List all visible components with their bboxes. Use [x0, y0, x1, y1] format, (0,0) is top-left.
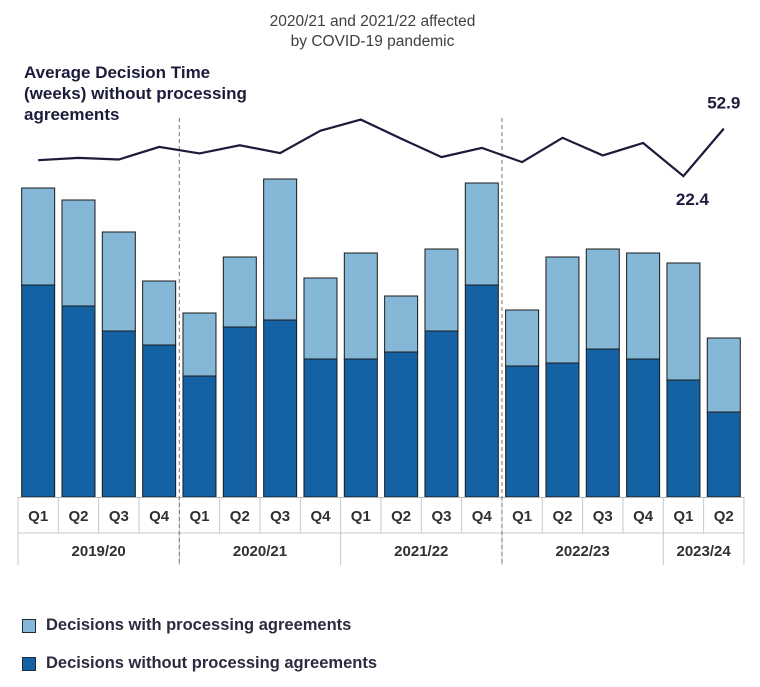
bar-without-agreements: [585, 348, 620, 498]
bar-without-agreements: [424, 330, 459, 498]
x-tick-label: Q1: [512, 508, 532, 525]
bar-without-agreements: [101, 330, 136, 498]
legend-label-without-agreements: Decisions without processing agreements: [46, 654, 377, 672]
line-title-line-2: (weeks) without processing: [24, 84, 247, 103]
bar-without-agreements: [303, 358, 338, 498]
line-title-line-1: Average Decision Time: [24, 63, 211, 82]
bar-without-agreements: [142, 344, 177, 498]
line-data-label: 22.4: [676, 190, 710, 209]
x-tick-label: Q3: [431, 508, 451, 525]
x-tick-label: Q3: [593, 508, 613, 525]
bar-without-agreements: [182, 375, 217, 498]
legend-swatch-without-agreements: [22, 656, 36, 671]
x-tick-label: Q4: [310, 508, 331, 525]
x-tick-label: Q1: [189, 508, 209, 525]
bar-without-agreements: [626, 358, 661, 498]
bar-with-agreements: [21, 187, 56, 286]
bar-with-agreements: [61, 199, 96, 307]
bar-with-agreements: [706, 337, 741, 413]
chart-plot: Q1 Q2 Q3 Q4 Q1 Q2 Q3 Q4 Q1 Q2 Q3 Q4 Q1 Q2 Q3 Q4 Q1 Q2 2019…: [17, 94, 745, 565]
bar-without-agreements: [384, 351, 419, 498]
x-group-label: 2022/23: [556, 543, 610, 560]
bar-with-agreements: [585, 248, 620, 350]
bar-with-agreements: [384, 295, 419, 353]
legend-item-without-agreements: Decisions without processing agreements: [22, 654, 377, 673]
bar-with-agreements: [666, 262, 701, 381]
x-tick-label: Q1: [673, 508, 693, 525]
x-tick-label: Q4: [633, 508, 654, 525]
x-group-label: 2021/22: [394, 543, 448, 560]
line-title-line-3: agreements: [24, 105, 120, 124]
bar-with-agreements: [505, 309, 540, 367]
x-tick-label: Q3: [109, 508, 129, 525]
bar-without-agreements: [505, 365, 540, 498]
bar-with-agreements: [464, 182, 499, 286]
bar-without-agreements: [545, 362, 580, 498]
bar-with-agreements: [303, 277, 338, 360]
x-group-label: 2019/20: [72, 543, 126, 560]
x-tick-label: Q2: [552, 508, 572, 525]
bar-without-agreements: [222, 326, 257, 498]
line-series-title: Average Decision Time (weeks) without pr…: [24, 62, 284, 125]
legend-label-with-agreements: Decisions with processing agreements: [46, 616, 352, 634]
bar-with-agreements: [222, 256, 257, 328]
legend-swatch-with-agreements: [22, 618, 36, 633]
x-tick-label: Q1: [351, 508, 371, 525]
covid-note: 2020/21 and 2021/22 affected by COVID-19…: [0, 12, 745, 52]
line-data-label: 52.9: [707, 94, 740, 113]
bar-with-agreements: [626, 252, 661, 360]
x-tick-label: Q4: [149, 508, 170, 525]
bar-with-agreements: [424, 248, 459, 332]
average-decision-time-line: [38, 118, 725, 178]
legend-item-with-agreements: Decisions with processing agreements: [22, 616, 351, 635]
covid-note-line-2: by COVID-19 pandemic: [290, 33, 455, 50]
x-tick-label: Q3: [270, 508, 290, 525]
x-group-label: 2023/24: [676, 543, 731, 560]
bar-without-agreements: [263, 319, 298, 498]
x-tick-label: Q4: [472, 508, 493, 525]
bar-with-agreements: [101, 231, 136, 332]
bar-with-agreements: [545, 256, 580, 364]
bar-without-agreements: [464, 284, 499, 498]
bar-without-agreements: [666, 379, 701, 498]
covid-note-line-1: 2020/21 and 2021/22 affected: [269, 13, 476, 30]
bar-with-agreements: [142, 280, 177, 346]
bar-with-agreements: [263, 178, 298, 321]
x-tick-label: Q2: [714, 508, 734, 525]
bar-with-agreements: [343, 252, 378, 360]
bar-without-agreements: [343, 358, 378, 498]
x-tick-label: Q2: [68, 508, 88, 525]
bar-without-agreements: [21, 284, 56, 498]
x-group-label: 2020/21: [233, 543, 287, 560]
x-tick-label: Q2: [230, 508, 250, 525]
bar-with-agreements: [182, 312, 217, 377]
x-tick-label: Q1: [28, 508, 48, 525]
bar-without-agreements: [61, 305, 96, 498]
x-tick-label: Q2: [391, 508, 411, 525]
bar-without-agreements: [706, 411, 741, 498]
